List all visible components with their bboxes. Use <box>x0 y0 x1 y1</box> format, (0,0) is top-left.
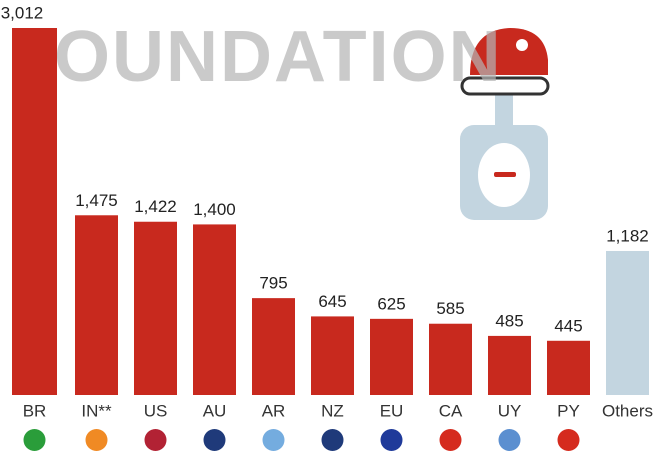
flag-icon <box>203 429 226 451</box>
bar <box>12 28 57 395</box>
value-label: 625 <box>377 294 405 313</box>
x-tick-label: AU <box>203 401 227 420</box>
x-tick-label: Others <box>602 401 653 420</box>
value-label: 1,400 <box>193 200 236 219</box>
bar <box>75 215 118 395</box>
flag-icon <box>380 429 403 451</box>
x-tick-label: UY <box>498 401 522 420</box>
bar <box>134 221 177 395</box>
x-tick-label: BR <box>23 401 47 420</box>
x-tick-label: AR <box>262 401 286 420</box>
bar <box>547 340 590 395</box>
bar <box>606 250 649 395</box>
value-label: 445 <box>554 316 582 335</box>
bar <box>370 318 413 395</box>
value-label: 585 <box>436 299 464 318</box>
x-tick-label: NZ <box>321 401 344 420</box>
x-tick-label: PY <box>557 401 580 420</box>
value-label: 1,422 <box>134 197 177 216</box>
flag-icon <box>321 429 344 451</box>
scale-icon <box>460 28 550 220</box>
flag-icon <box>23 429 46 451</box>
flag-icon <box>557 429 580 451</box>
value-label: 3,012 <box>1 3 44 22</box>
value-label: 485 <box>495 311 523 330</box>
bar <box>193 224 236 395</box>
flag-icon <box>85 429 108 451</box>
x-tick-label: EU <box>380 401 404 420</box>
x-tick-label: CA <box>439 401 463 420</box>
flag-icon <box>498 429 521 451</box>
bar <box>488 335 531 395</box>
value-label: 1,475 <box>75 191 118 210</box>
flag-icon <box>144 429 167 451</box>
bar <box>252 298 295 395</box>
value-label: 795 <box>259 274 287 293</box>
x-tick-label: IN** <box>81 401 112 420</box>
watermark: FOUNDATION <box>8 17 503 97</box>
bar <box>311 316 354 395</box>
value-label: 1,182 <box>606 226 649 245</box>
flag-icon <box>439 429 462 451</box>
value-label: 645 <box>318 292 346 311</box>
flag-icon <box>262 429 285 451</box>
bar <box>429 323 472 395</box>
x-tick-label: US <box>144 401 168 420</box>
